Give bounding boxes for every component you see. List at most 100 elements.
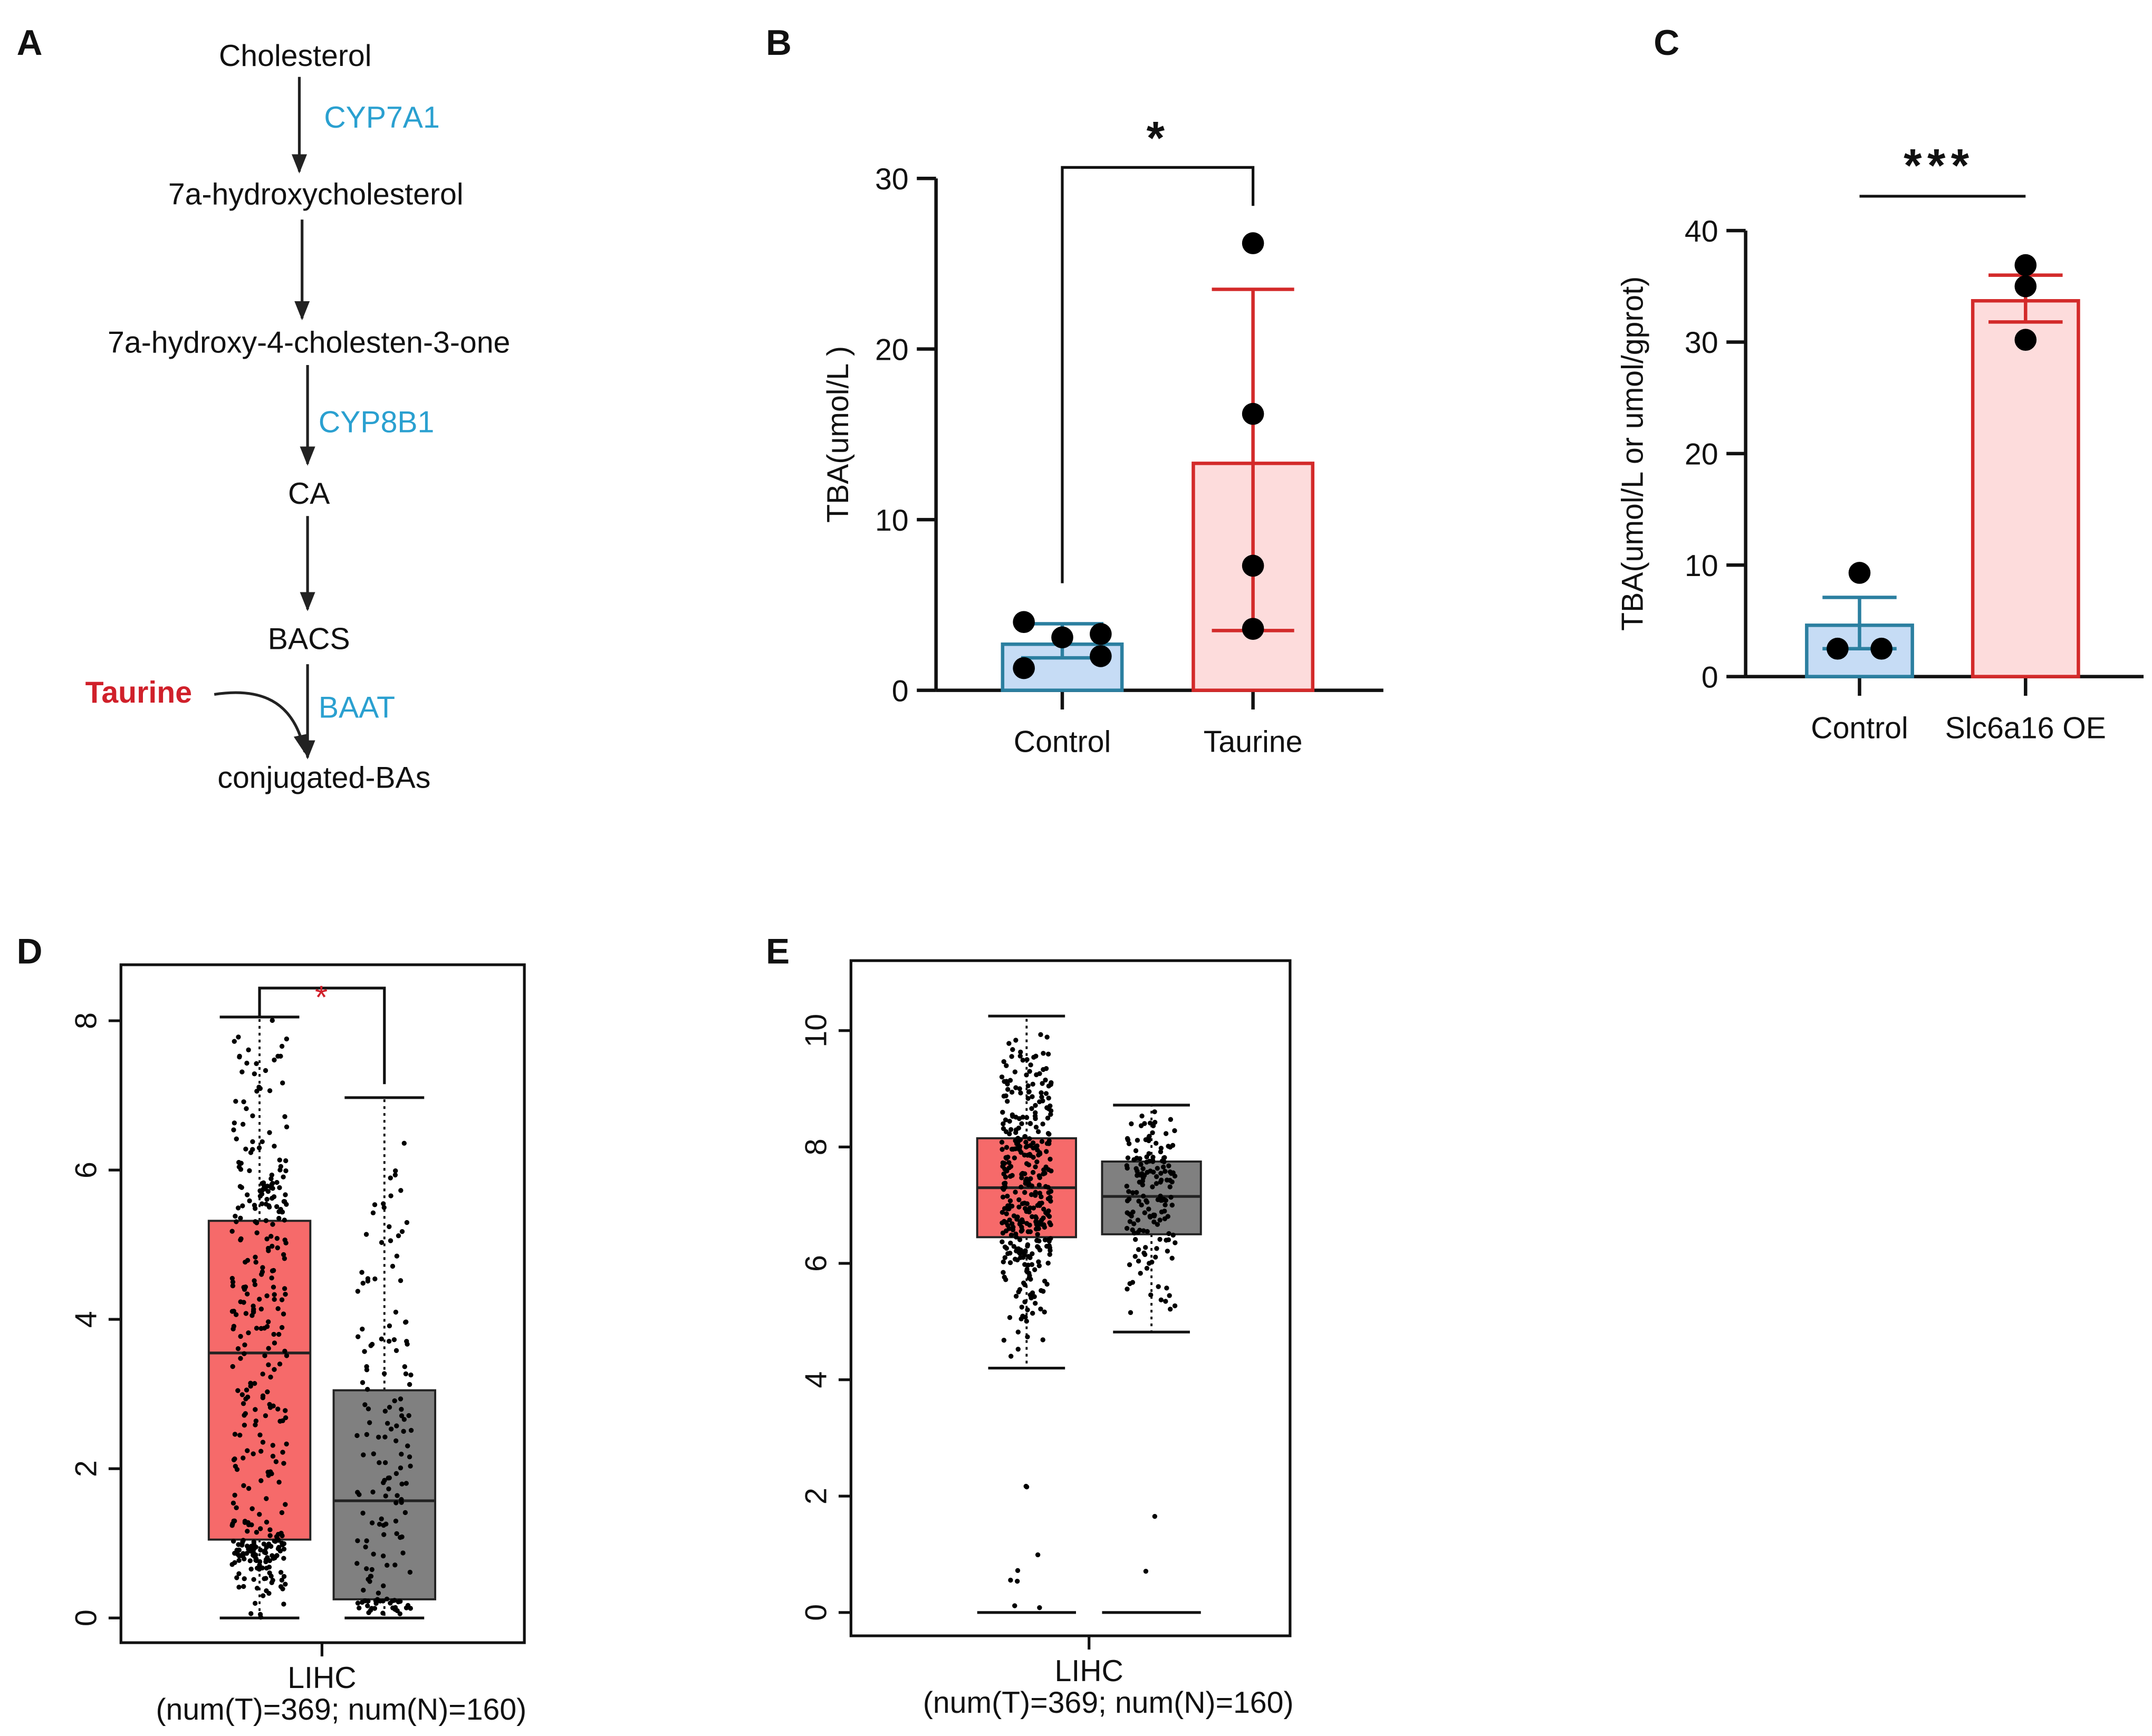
jitter-point (1168, 1117, 1174, 1122)
jitter-point (254, 1230, 260, 1235)
jitter-point (1013, 1038, 1019, 1043)
jitter-point (254, 1326, 260, 1331)
jitter-point (234, 1575, 239, 1580)
jitter-point (1001, 1338, 1007, 1343)
jitter-point (1003, 1277, 1008, 1282)
jitter-point (235, 1388, 241, 1393)
jitter-point (283, 1415, 289, 1421)
jitter-point (229, 1229, 235, 1234)
jitter-point (1040, 1081, 1045, 1086)
jitter-point (281, 1541, 287, 1547)
jitter-point (408, 1463, 413, 1469)
jitter-point (386, 1338, 392, 1344)
jitter-point (277, 1185, 282, 1191)
jitter-point (1125, 1155, 1131, 1160)
jitter-point (1031, 1155, 1036, 1160)
jitter-point (1138, 1271, 1143, 1276)
jitter-point (1155, 1166, 1160, 1171)
jitter-point (244, 1387, 249, 1393)
jitter-point (1152, 1109, 1157, 1115)
jitter-point (1026, 1209, 1032, 1215)
jitter-point (360, 1280, 366, 1286)
jitter-point (1135, 1168, 1140, 1174)
jitter-point (272, 1340, 277, 1346)
x-tick-label: Slc6a16 OE (1945, 712, 2106, 745)
panel-label-a: A (17, 23, 43, 63)
jitter-point (1164, 1177, 1170, 1183)
jitter-point (253, 1206, 258, 1211)
jitter-point (1001, 1059, 1006, 1064)
jitter-point (1163, 1197, 1168, 1203)
jitter-point (364, 1566, 369, 1571)
y-tick-label: 4 (800, 1371, 833, 1388)
jitter-point (252, 1278, 257, 1283)
jitter-point (1010, 1173, 1015, 1178)
jitter-point (1000, 1109, 1005, 1115)
jitter-point (247, 1168, 252, 1173)
jitter-point (254, 1061, 259, 1066)
jitter-point (254, 1088, 260, 1094)
jitter-point (1136, 1247, 1141, 1252)
y-tick-label: 0 (1702, 660, 1718, 694)
jitter-point (1035, 1129, 1041, 1135)
jitter-point (1025, 1229, 1031, 1234)
data-point (1870, 637, 1892, 660)
jitter-point (1143, 1137, 1149, 1143)
jitter-point (379, 1336, 384, 1342)
jitter-point (1018, 1090, 1023, 1096)
jitter-point (394, 1253, 400, 1259)
jitter-point (241, 1300, 246, 1305)
chart-c: 0 10 20 30 40 TBA(umol/L or umol/gprot) Contro… (1616, 139, 2144, 745)
jitter-point (1036, 1152, 1041, 1158)
jitter-point (1036, 1263, 1042, 1269)
jitter-point (1048, 1108, 1054, 1114)
jitter-point (404, 1481, 409, 1486)
jitter-point (1045, 1260, 1051, 1266)
panel-label-d: D (17, 932, 43, 971)
jitter-point (381, 1532, 387, 1537)
jitter-point (1007, 1260, 1013, 1265)
jitter-point (232, 1120, 237, 1126)
data-point (1242, 402, 1264, 425)
jitter-point (1034, 1215, 1039, 1221)
jitter-point (1040, 1121, 1045, 1127)
jitter-point (1124, 1225, 1130, 1231)
jitter-point (1008, 1164, 1014, 1169)
jitter-point (229, 1275, 235, 1281)
y-tick-label: 2 (69, 1460, 103, 1477)
jitter-point (230, 1326, 236, 1331)
jitter-point (267, 1088, 273, 1094)
jitter-point (1025, 1307, 1030, 1312)
jitter-point (1151, 1219, 1157, 1225)
y-tick-label: 4 (69, 1311, 103, 1328)
jitter-point (240, 1203, 245, 1209)
jitter-point (253, 1422, 258, 1427)
jitter-point (1022, 1134, 1027, 1139)
jitter-point (1023, 1139, 1029, 1145)
jitter-point (271, 1331, 276, 1337)
jitter-point (256, 1085, 262, 1090)
metabolite-ca: CA (288, 477, 330, 511)
jitter-point (392, 1172, 398, 1178)
jitter-point (266, 1565, 272, 1570)
jitter-point (1036, 1238, 1042, 1244)
jitter-point (1019, 1316, 1024, 1321)
jitter-point (1025, 1262, 1031, 1268)
jitter-point (1002, 1079, 1007, 1084)
chart-d: 0 2 4 6 8 LIHC(num(T)=369; num(N)=160) * (69, 963, 526, 1727)
jitter-point (1131, 1230, 1137, 1236)
jitter-point (369, 1567, 374, 1572)
jitter-point (383, 1493, 388, 1499)
jitter-point (404, 1319, 409, 1325)
jitter-point (280, 1450, 285, 1455)
jitter-point (280, 1080, 285, 1086)
jitter-point (1045, 1196, 1051, 1202)
jitter-point (1035, 1245, 1041, 1250)
jitter-point (1025, 1243, 1030, 1249)
jitter-point (1023, 1315, 1028, 1320)
jitter-point (1043, 1077, 1048, 1083)
jitter-point (1015, 1329, 1021, 1335)
jitter-point (260, 1139, 265, 1145)
jitter-point (281, 1311, 286, 1317)
jitter-point (363, 1544, 368, 1550)
